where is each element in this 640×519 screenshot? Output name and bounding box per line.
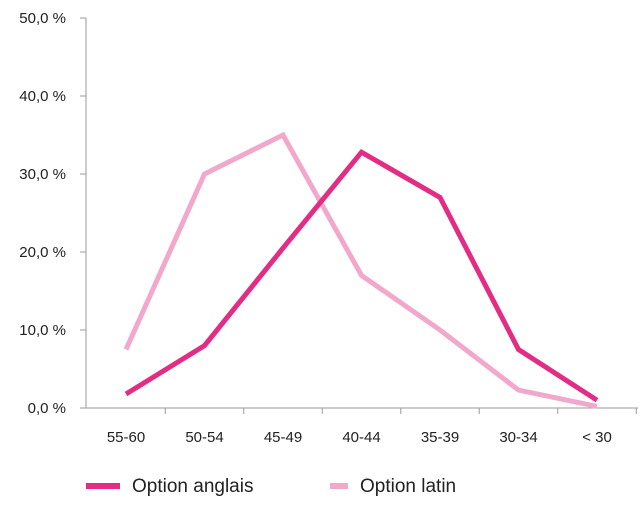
data-point	[359, 150, 364, 155]
data-point	[516, 388, 521, 393]
y-tick-label: 40,0 %	[19, 88, 66, 105]
data-point	[202, 343, 207, 348]
data-point	[359, 273, 364, 278]
y-tick-label: 20,0 %	[19, 244, 66, 261]
x-tick-label: < 30	[582, 429, 612, 446]
x-tick-label: 45-49	[264, 429, 302, 446]
data-point	[595, 398, 600, 403]
y-tick-label: 0,0 %	[28, 400, 66, 417]
data-point	[281, 246, 286, 251]
data-point	[202, 172, 207, 177]
y-tick-label: 10,0 %	[19, 322, 66, 339]
data-point	[595, 404, 600, 409]
legend-label: Option anglais	[132, 476, 253, 497]
data-point	[124, 391, 129, 396]
y-tick-label: 50,0 %	[19, 10, 66, 27]
x-tick-label: 35-39	[421, 429, 459, 446]
series-line-option-anglais	[124, 148, 599, 403]
series-lines	[123, 131, 600, 409]
tick-labels: 0,0 % 10,0 % 20,0 % 30,0 % 40,0 % 50,0 % 55-60…	[19, 10, 612, 446]
data-point	[438, 328, 443, 333]
data-point	[438, 195, 443, 200]
legend-swatch	[86, 483, 120, 489]
x-tick-label: 50-54	[185, 429, 223, 446]
axes	[80, 17, 638, 414]
x-tick-label: 40-44	[342, 429, 380, 446]
series-line-option-latin	[123, 131, 598, 409]
y-tick-label: 30,0 %	[19, 166, 66, 183]
data-point	[516, 347, 521, 352]
data-point	[124, 347, 129, 352]
legend: Option anglais Option latin	[86, 476, 456, 497]
data-point	[281, 133, 286, 138]
x-tick-label: 55-60	[107, 429, 145, 446]
x-tick-label: 30-34	[499, 429, 537, 446]
legend-swatch	[330, 483, 348, 489]
legend-label: Option latin	[360, 476, 456, 497]
